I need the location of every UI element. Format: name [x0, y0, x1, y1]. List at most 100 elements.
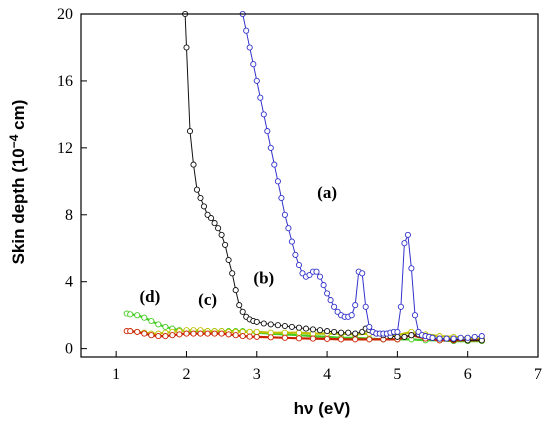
- series-4-point-19: [253, 333, 260, 340]
- series-0-point-35: [362, 303, 369, 310]
- series-0-point-54: [429, 334, 436, 341]
- series-0-point-59: [464, 334, 471, 341]
- series-4-point-27: [366, 336, 373, 343]
- series-0-point-36: [366, 323, 373, 330]
- series-1-point-2: [186, 128, 194, 135]
- y-tick-label-2: 8: [65, 207, 73, 224]
- series-0-point-14: [288, 238, 295, 245]
- series-0-point-12: [281, 211, 288, 218]
- series-4-point-26: [352, 336, 359, 343]
- series-0-point-32: [352, 302, 359, 309]
- series-4-point-2: [134, 328, 141, 335]
- series-0-point-31: [348, 312, 355, 319]
- y-axis-title: Skin depth (10−4 cm): [7, 100, 28, 265]
- series-0-point-16: [295, 261, 303, 269]
- series-2-point-21: [295, 329, 303, 336]
- series-3-point-1: [127, 311, 134, 318]
- series-1-point-5: [197, 194, 204, 202]
- y-tick-label-3: 12: [57, 140, 73, 157]
- series-1-point-10: [215, 225, 222, 232]
- series-0: [239, 10, 485, 342]
- series-2-point-18: [253, 328, 260, 335]
- x-tick-label-6: 7: [534, 366, 542, 383]
- series-layer: [123, 10, 485, 345]
- series-3-point-3: [141, 314, 148, 321]
- series-1-point-23: [267, 321, 274, 328]
- series-0-point-44: [394, 328, 401, 335]
- series-1-point-8: [208, 215, 215, 222]
- series-1-point-21: [253, 318, 260, 325]
- series-4-point-12: [204, 330, 211, 337]
- series-4-point-9: [183, 330, 190, 337]
- series-1: [182, 10, 485, 344]
- series-4-point-15: [225, 331, 232, 338]
- series-4-point-5: [155, 333, 162, 340]
- curve-label-3: (d): [140, 287, 161, 306]
- series-0-point-25: [327, 297, 334, 304]
- series-0-line: [242, 13, 482, 340]
- series-0-point-6: [260, 111, 267, 118]
- curve-label-1: (b): [253, 268, 274, 287]
- series-1-point-3: [190, 161, 197, 168]
- series-1-point-45: [408, 332, 415, 339]
- series-0-point-4: [253, 77, 260, 84]
- y-axis-title-main: Skin depth (10: [9, 148, 28, 264]
- y-axis-title-unit: cm): [9, 100, 28, 135]
- x-tick-label-1: 2: [182, 366, 190, 383]
- series-1-point-1: [183, 44, 190, 51]
- series-1-point-12: [222, 241, 229, 248]
- series-4-point-16: [232, 332, 239, 339]
- series-4-point-6: [162, 333, 169, 340]
- series-1-point-13: [225, 256, 232, 264]
- series-0-point-58: [457, 334, 464, 341]
- series-0-point-47: [404, 231, 411, 238]
- x-tick-label-5: 6: [464, 366, 472, 383]
- curve-label-0: (a): [317, 183, 337, 202]
- series-3-point-6: [162, 323, 169, 330]
- series-4-point-7: [169, 332, 176, 339]
- y-tick-label-5: 20: [57, 6, 73, 23]
- series-1-point-24: [274, 322, 281, 329]
- series-0-point-11: [278, 194, 285, 202]
- series-0-point-34: [359, 270, 366, 277]
- series-4-point-11: [197, 330, 204, 337]
- series-1-point-25: [281, 322, 288, 330]
- series-0-point-2: [246, 44, 253, 51]
- series-0-point-15: [292, 251, 299, 258]
- series-4-point-25: [338, 336, 345, 343]
- series-4-point-17: [239, 333, 246, 340]
- series-1-point-27: [295, 324, 303, 331]
- series-4-point-10: [190, 330, 197, 337]
- series-4-point-22: [295, 335, 303, 342]
- x-tick-label-0: 1: [112, 366, 120, 383]
- series-1-point-16: [236, 302, 243, 309]
- labels-layer: (a) (b) (c) (d): [140, 183, 338, 309]
- y-tick-label-1: 4: [65, 274, 73, 291]
- series-4-point-21: [281, 334, 288, 341]
- series-0-point-48: [408, 265, 415, 272]
- series-1-point-32: [331, 328, 338, 335]
- series-1-line: [184, 13, 482, 341]
- series-1-point-34: [345, 329, 352, 336]
- series-1-point-31: [324, 328, 331, 335]
- series-0-point-45: [397, 303, 404, 310]
- series-1-point-29: [309, 326, 317, 333]
- series-0-point-22: [316, 273, 324, 280]
- x-axis-title: hν (eV): [294, 399, 351, 418]
- series-0-point-46: [401, 240, 408, 247]
- series-4-point-3: [141, 330, 148, 337]
- series-0-point-56: [443, 335, 450, 342]
- series-1-point-30: [316, 327, 324, 334]
- series-0-point-55: [436, 335, 443, 342]
- series-4-point-20: [267, 334, 274, 341]
- series-1-point-44: [401, 333, 408, 340]
- series-4-point-8: [176, 331, 183, 338]
- series-0-point-3: [250, 61, 257, 68]
- series-1-point-26: [288, 323, 295, 330]
- series-0-point-49: [411, 312, 419, 319]
- y-axis-title-exponent: −4: [7, 134, 21, 148]
- series-1-point-4: [193, 186, 201, 193]
- y-tick-label-0: 0: [65, 341, 73, 358]
- series-2-point-20: [281, 329, 288, 336]
